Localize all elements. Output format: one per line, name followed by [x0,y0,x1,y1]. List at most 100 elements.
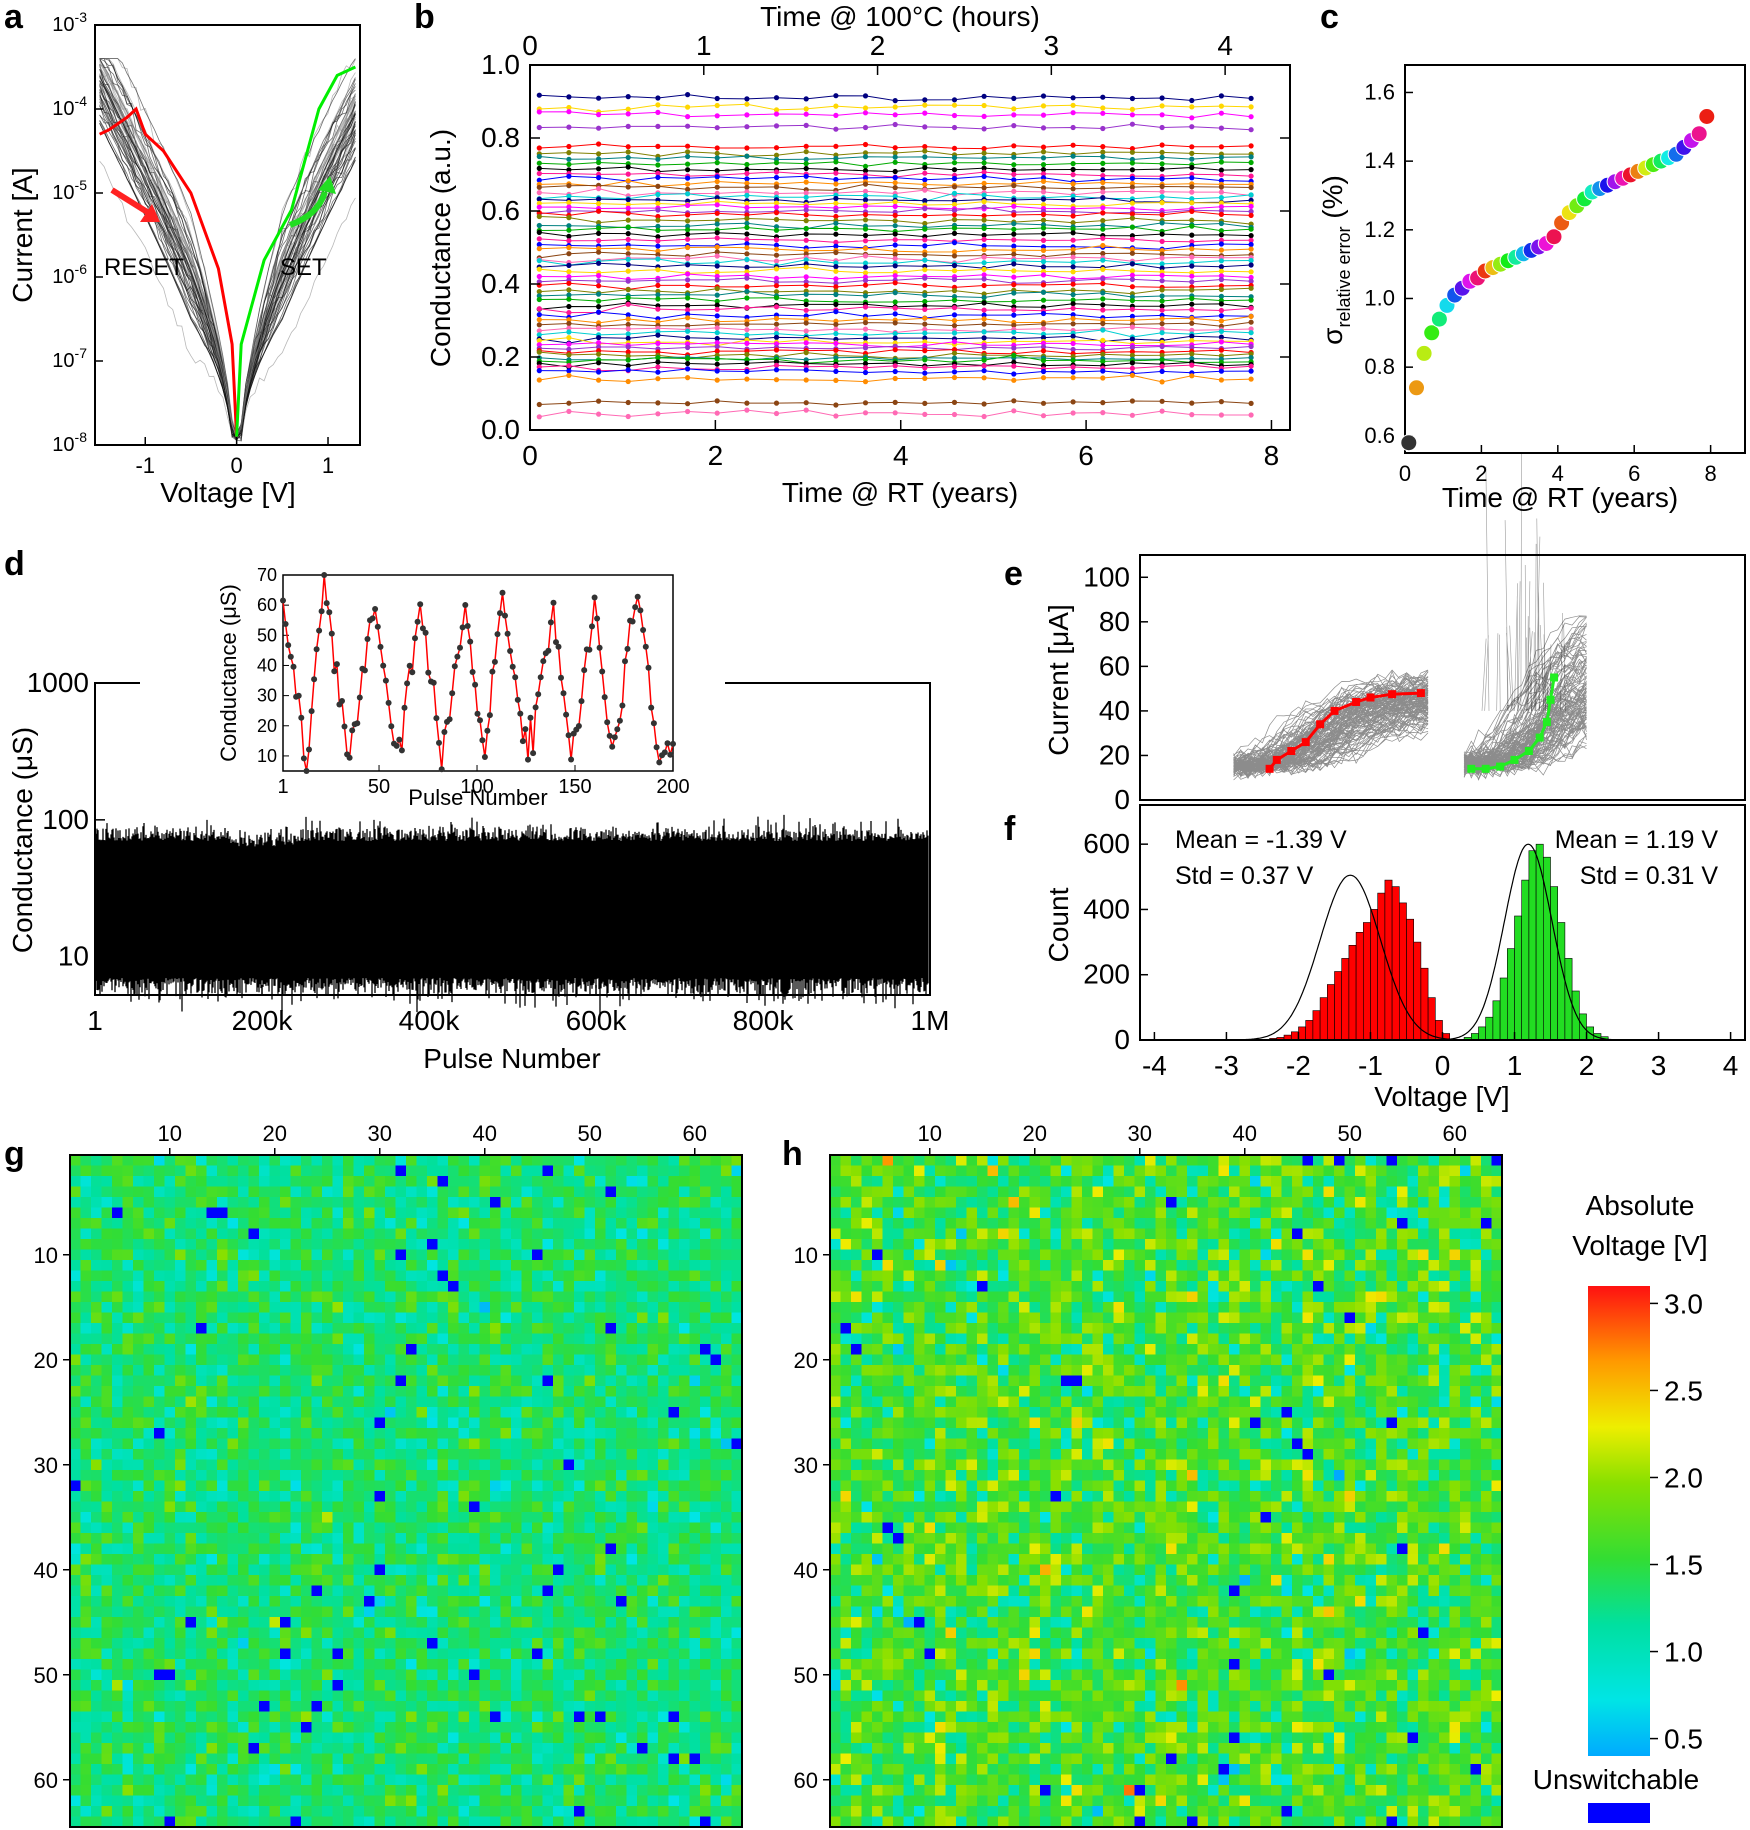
d-inset-point [298,714,305,721]
heatmap-cell [721,1239,732,1250]
d-inset-point [425,669,432,676]
b-series-point [922,267,928,273]
heatmap-cell [437,1585,449,1597]
b-series-point [596,220,602,226]
b-series-point [981,401,987,407]
heatmap-cell [332,1596,344,1607]
heatmap-cell [427,1270,438,1282]
panel-label-a: a [4,0,24,36]
heatmap-cell [637,1176,648,1187]
b-series-point [803,340,809,346]
heatmap-cell [185,1627,197,1639]
heatmap-cell [542,1354,554,1366]
heatmap-cell [458,1375,470,1387]
heatmap-cell [689,1365,701,1376]
heatmap-cell [500,1333,512,1345]
heatmap-cell [553,1491,564,1502]
heatmap-cell [364,1218,375,1229]
b-series-point [773,169,780,175]
heatmap-cell [689,1396,701,1408]
heatmap-cell [290,1354,302,1366]
heatmap-cell [511,1165,522,1177]
heatmap-cell [385,1606,396,1618]
heatmap-cell [269,1533,281,1544]
b-series-point [1040,175,1047,181]
b-series-point [1189,97,1195,104]
heatmap-cell [700,1491,711,1502]
heatmap-cell [112,1354,123,1366]
a-ytick-mant: 10 [52,350,74,372]
b-series-point [892,193,898,199]
b-series-point [922,400,928,406]
heatmap-cell [637,1197,648,1208]
heatmap-cell [395,1155,407,1166]
b-series-point [655,364,661,370]
heatmap-cell [112,1543,123,1555]
b-series-point [1248,212,1254,218]
b-series-point [655,359,661,365]
heatmap-cell [689,1239,701,1250]
heatmap-cell [385,1407,396,1418]
heatmap-cell [574,1554,585,1565]
heatmap-cell [280,1512,291,1523]
heatmap-cell [196,1344,207,1355]
heatmap-cell [185,1543,197,1555]
d-inset-ylabel: Conductance (μS) [216,584,241,762]
heatmap-cell [584,1197,596,1208]
b-series-point [596,249,602,255]
heatmap-cell [511,1365,522,1376]
heatmap-cell [185,1449,197,1460]
heatmap-cell [322,1438,333,1450]
heatmap-cell [164,1449,176,1460]
c-ytick-label: 1.4 [1364,148,1395,173]
heatmap-cell [311,1480,323,1492]
heatmap-cell [311,1165,323,1177]
b-series-point [1070,172,1076,178]
b-series-point [1100,226,1106,232]
heatmap-cell [406,1375,417,1387]
heatmap-cell [175,1176,186,1187]
b-series-point [1218,301,1224,307]
heatmap-cell [637,1186,648,1198]
heatmap-cell [91,1302,102,1313]
heatmap-cell [500,1176,512,1187]
heatmap-cell [374,1480,386,1492]
b-series-point [1248,203,1254,209]
b-series-point [685,181,691,187]
b-series-point [922,198,928,204]
heatmap-cell [584,1281,596,1292]
heatmap-cell [248,1627,260,1639]
heatmap-cell [605,1260,617,1271]
b-series-point [1159,368,1165,374]
g-heatmap-cells [70,1155,743,1828]
heatmap-cell [647,1186,659,1198]
heatmap-cell [259,1522,270,1534]
heatmap-cell [553,1302,564,1313]
heatmap-cell [710,1470,722,1481]
heatmap-cell [280,1575,291,1586]
heatmap-cell [70,1176,81,1187]
b-series-point [1159,321,1165,327]
b-series-point [1159,154,1165,160]
heatmap-cell [553,1501,564,1513]
heatmap-cell [553,1323,564,1334]
heatmap-cell [301,1543,312,1555]
heatmap-cell [626,1375,638,1387]
b-series-point [833,170,839,176]
heatmap-cell [374,1617,386,1628]
heatmap-cell [511,1606,522,1618]
b-series-point [1100,242,1106,249]
b-series-point [625,178,631,184]
heatmap-cell [227,1239,239,1250]
b-series-point [773,266,780,272]
heatmap-cell [521,1323,533,1334]
heatmap-cell [448,1438,459,1450]
heatmap-cell [490,1165,501,1177]
heatmap-cell [563,1218,575,1229]
heatmap-cell [458,1533,470,1544]
heatmap-cell [80,1344,92,1355]
b-series-point [1129,149,1135,155]
b-series-point [951,411,958,418]
heatmap-cell [500,1197,512,1208]
b-series-point [1011,123,1017,129]
